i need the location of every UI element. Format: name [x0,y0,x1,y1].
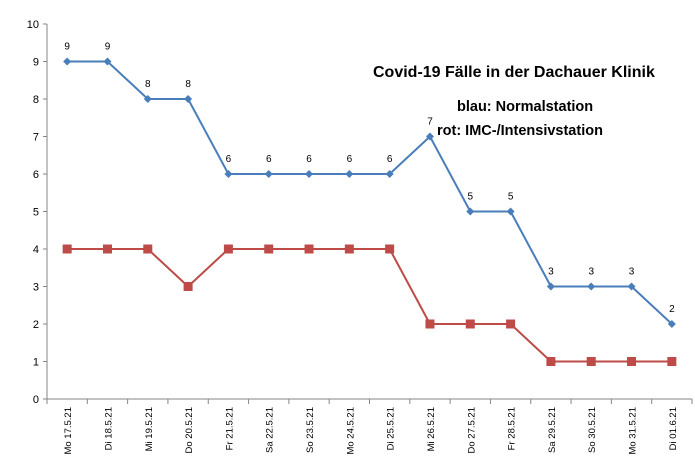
y-tick-label: 1 [33,357,39,369]
data-point [586,357,596,366]
data-point [184,95,193,103]
data-point [506,207,515,216]
data-label: 6 [347,154,353,165]
x-tick-label: Di 18.5.21 [103,407,114,450]
data-point [425,132,434,141]
axes: 0 1 2 3 4 5 6 7 8 9 10 Mo 17.5.21 Di 18.5.21 Mi 19.5.… [27,19,693,455]
x-tick-label: Sa 29.5.21 [547,407,558,453]
series-line [67,60,673,325]
legend-note-blue: blau: Normalstation [457,99,593,115]
x-tick-label: Di 25.5.21 [386,407,397,450]
x-tick-label: Sa 22.5.21 [265,407,276,453]
series-2 [62,244,677,366]
data-point [62,244,72,254]
data-point [143,95,152,103]
x-tick-label: Mo 31.5.21 [628,407,639,455]
y-tick-label: 7 [33,132,39,144]
data-label: 9 [105,42,111,53]
x-tick-label: Do 20.5.21 [184,407,195,453]
data-point [385,170,394,178]
data-label: 5 [468,192,474,203]
data-label: 6 [306,154,312,165]
x-tick-label: Do 27.5.21 [466,407,477,453]
data-point [465,319,475,329]
data-point [63,57,72,66]
data-point [385,244,395,254]
data-point [344,244,354,254]
data-label: 6 [266,154,272,165]
data-point [103,57,112,66]
x-tick-label: Di 01.6.21 [668,407,679,450]
data-label: 3 [548,267,554,278]
data-label: 3 [629,267,635,278]
y-tick-label: 0 [33,394,39,406]
data-label: 8 [185,79,191,90]
series-line [67,248,672,363]
chart-title: Covid-19 Fälle in der Dachauer Klinik [373,64,655,81]
data-point [667,357,677,366]
data-point [223,244,233,254]
x-tick-label: So 23.5.21 [305,407,316,453]
data-point [627,357,637,366]
data-point [506,319,516,329]
data-point [345,170,354,178]
y-tick-label: 5 [33,207,39,219]
data-label: 5 [508,192,514,203]
data-label: 8 [145,79,151,90]
y-tick-label: 8 [33,94,39,106]
series-1: 9 9 8 8 6 6 6 6 6 7 5 5 3 3 3 2 [63,42,676,328]
data-point [546,282,555,291]
data-point [466,207,475,216]
x-tick-label: Fr 21.5.21 [224,407,235,450]
data-point [425,319,435,329]
legend-note-red: rot: IMC-/Intensivstation [437,123,603,139]
x-tick-label: Mo 24.5.21 [345,407,356,455]
data-point [224,170,233,178]
x-tick-label: Mo 17.5.21 [63,407,74,455]
y-tick-label: 3 [33,282,39,294]
y-tick-label: 9 [33,57,39,69]
data-point [546,357,556,366]
data-label: 7 [427,117,433,128]
x-tick-label: Fr 28.5.21 [507,407,518,450]
y-tick-label: 6 [33,169,39,181]
data-label: 3 [588,267,594,278]
data-label: 2 [669,304,675,315]
x-tick-label: Mi 26.5.21 [426,407,437,451]
data-label: 9 [64,42,70,53]
data-point [305,170,314,178]
data-point [587,282,596,291]
y-tick-label: 4 [33,244,39,256]
data-point [102,244,112,254]
y-tick-label: 10 [27,19,39,31]
x-tick-label: Mi 19.5.21 [144,407,155,451]
x-tick-label: So 30.5.21 [587,407,598,453]
data-point [264,244,274,254]
data-point [304,244,314,254]
data-label: 6 [226,154,232,165]
series-layer: 9 9 8 8 6 6 6 6 6 7 5 5 3 3 3 2 [62,42,677,366]
y-tick-label: 2 [33,319,39,331]
data-point [183,282,193,291]
data-point [143,244,153,254]
data-point [667,320,676,328]
data-label: 6 [387,154,393,165]
data-point [264,170,273,178]
data-point [627,282,636,291]
